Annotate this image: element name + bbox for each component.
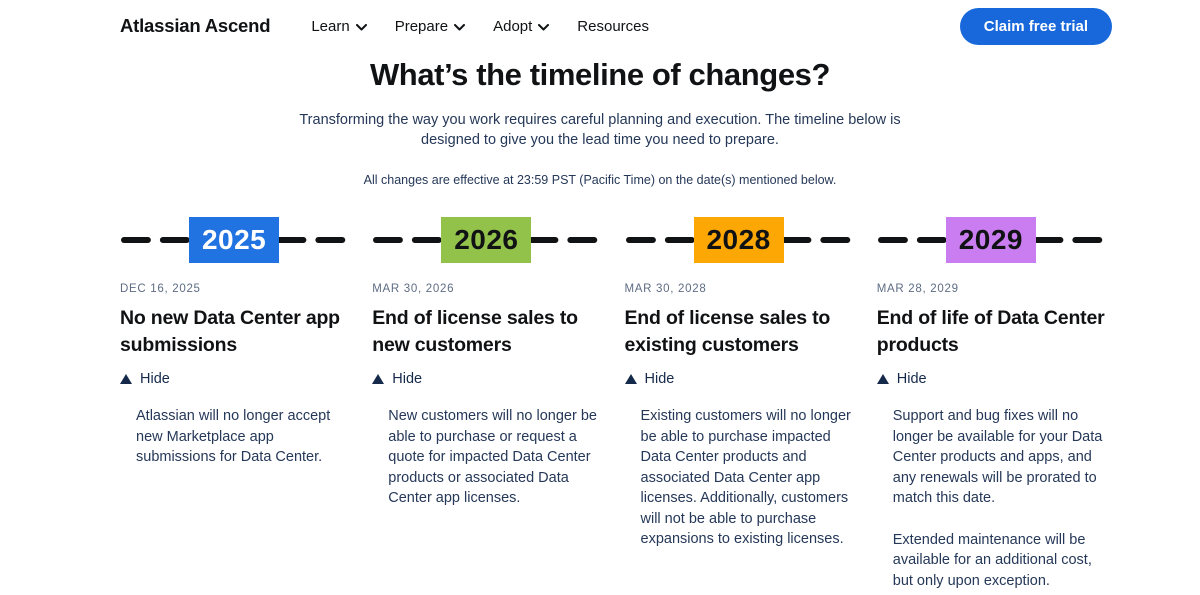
hide-toggle-label: Hide — [140, 371, 170, 387]
milestone-title: End of license sales to existing custome… — [624, 307, 831, 356]
milestone-body: Support and bug fixes will no longer be … — [877, 406, 1105, 591]
page-title: What’s the timeline of changes? — [369, 57, 831, 92]
chevron-down-icon — [454, 23, 466, 30]
milestone-paragraph: Existing customers will no longer be abl… — [640, 408, 851, 547]
nav-item-learn[interactable]: Learn — [297, 12, 380, 41]
milestone-2029: 2029 MAR 28, 2029 End of life of Data Ce… — [876, 217, 1105, 591]
milestone-date: MAR 30, 2028 — [624, 283, 707, 295]
dashed-line — [877, 237, 1105, 243]
milestone-date: MAR 28, 2029 — [876, 283, 959, 295]
milestone-2028: 2028 MAR 30, 2028 End of license sales t… — [624, 217, 853, 591]
atlassian-ascend-logo[interactable]: Atlassian Ascend — [120, 15, 271, 36]
chevron-down-icon — [538, 23, 550, 30]
hide-toggle[interactable]: Hide — [624, 371, 675, 387]
hide-toggle-label: Hide — [392, 371, 423, 387]
dashed-line — [373, 237, 600, 243]
milestone-date: DEC 16, 2025 — [120, 283, 201, 295]
chevron-down-icon — [355, 23, 367, 30]
milestone-2025: 2025 DEC 16, 2025 No new Data Center app… — [120, 217, 348, 591]
hide-toggle-label: Hide — [896, 371, 927, 387]
milestone-paragraph: New customers will no longer be able to … — [388, 408, 597, 506]
milestone-date: MAR 30, 2026 — [372, 283, 455, 295]
milestone-2026: 2026 MAR 30, 2026 End of license sales t… — [372, 217, 600, 591]
hide-toggle[interactable]: Hide — [120, 371, 170, 387]
nav-item-label: Learn — [311, 17, 350, 35]
milestone-title: No new Data Center app submissions — [120, 307, 340, 356]
year-badge-2028: 2028 — [693, 217, 784, 263]
nav-item-prepare[interactable]: Prepare — [381, 12, 479, 41]
nav-item-adopt[interactable]: Adopt — [479, 12, 563, 41]
hide-toggle-label: Hide — [644, 371, 675, 387]
triangle-up-icon — [624, 374, 637, 384]
triangle-up-icon — [876, 374, 889, 384]
milestone-paragraph: Support and bug fixes will no longer be … — [892, 408, 1103, 506]
claim-free-trial-button[interactable]: Claim free trial — [959, 7, 1112, 45]
milestone-body: New customers will no longer be able to … — [372, 406, 600, 509]
effective-time-note: All changes are effective at 23:59 PST (… — [363, 173, 837, 187]
dashed-line — [625, 237, 852, 243]
milestone-body: Atlassian will no longer accept new Mark… — [120, 406, 348, 468]
timeline-track: 2025 — [120, 217, 348, 263]
timeline-section: What’s the timeline of changes? Transfor… — [0, 57, 1200, 591]
nav-item-label: Prepare — [394, 17, 449, 35]
timeline-track: 2028 — [625, 217, 853, 263]
hide-toggle[interactable]: Hide — [876, 371, 927, 387]
nav-item-label: Adopt — [493, 17, 533, 35]
main-nav: Learn Prepare Adopt Resources — [297, 12, 663, 41]
milestone-title: End of life of Data Center products — [876, 307, 1105, 356]
nav-item-resources[interactable]: Resources — [563, 12, 663, 41]
dashed-line — [120, 237, 348, 243]
nav-item-label: Resources — [577, 17, 649, 35]
triangle-up-icon — [120, 374, 132, 384]
milestone-title: End of license sales to new customers — [372, 307, 578, 356]
timeline-track: 2026 — [372, 217, 600, 263]
milestone-body: Existing customers will no longer be abl… — [625, 406, 853, 550]
milestone-paragraph: Atlassian will no longer accept new Mark… — [136, 408, 331, 465]
year-badge-2025: 2025 — [189, 217, 280, 263]
top-navigation-bar: Atlassian Ascend Learn Prepare Adopt Res… — [0, 0, 1200, 52]
year-badge-2029: 2029 — [945, 217, 1036, 263]
milestone-paragraph: Extended maintenance will be available f… — [892, 531, 1092, 589]
page-subtitle: Transforming the way you work requires c… — [299, 112, 901, 148]
year-badge-2026: 2026 — [441, 217, 532, 263]
timeline-grid: 2025 DEC 16, 2025 No new Data Center app… — [120, 217, 1105, 591]
timeline-track: 2029 — [877, 217, 1105, 263]
hide-toggle[interactable]: Hide — [372, 371, 422, 387]
triangle-up-icon — [372, 374, 385, 384]
